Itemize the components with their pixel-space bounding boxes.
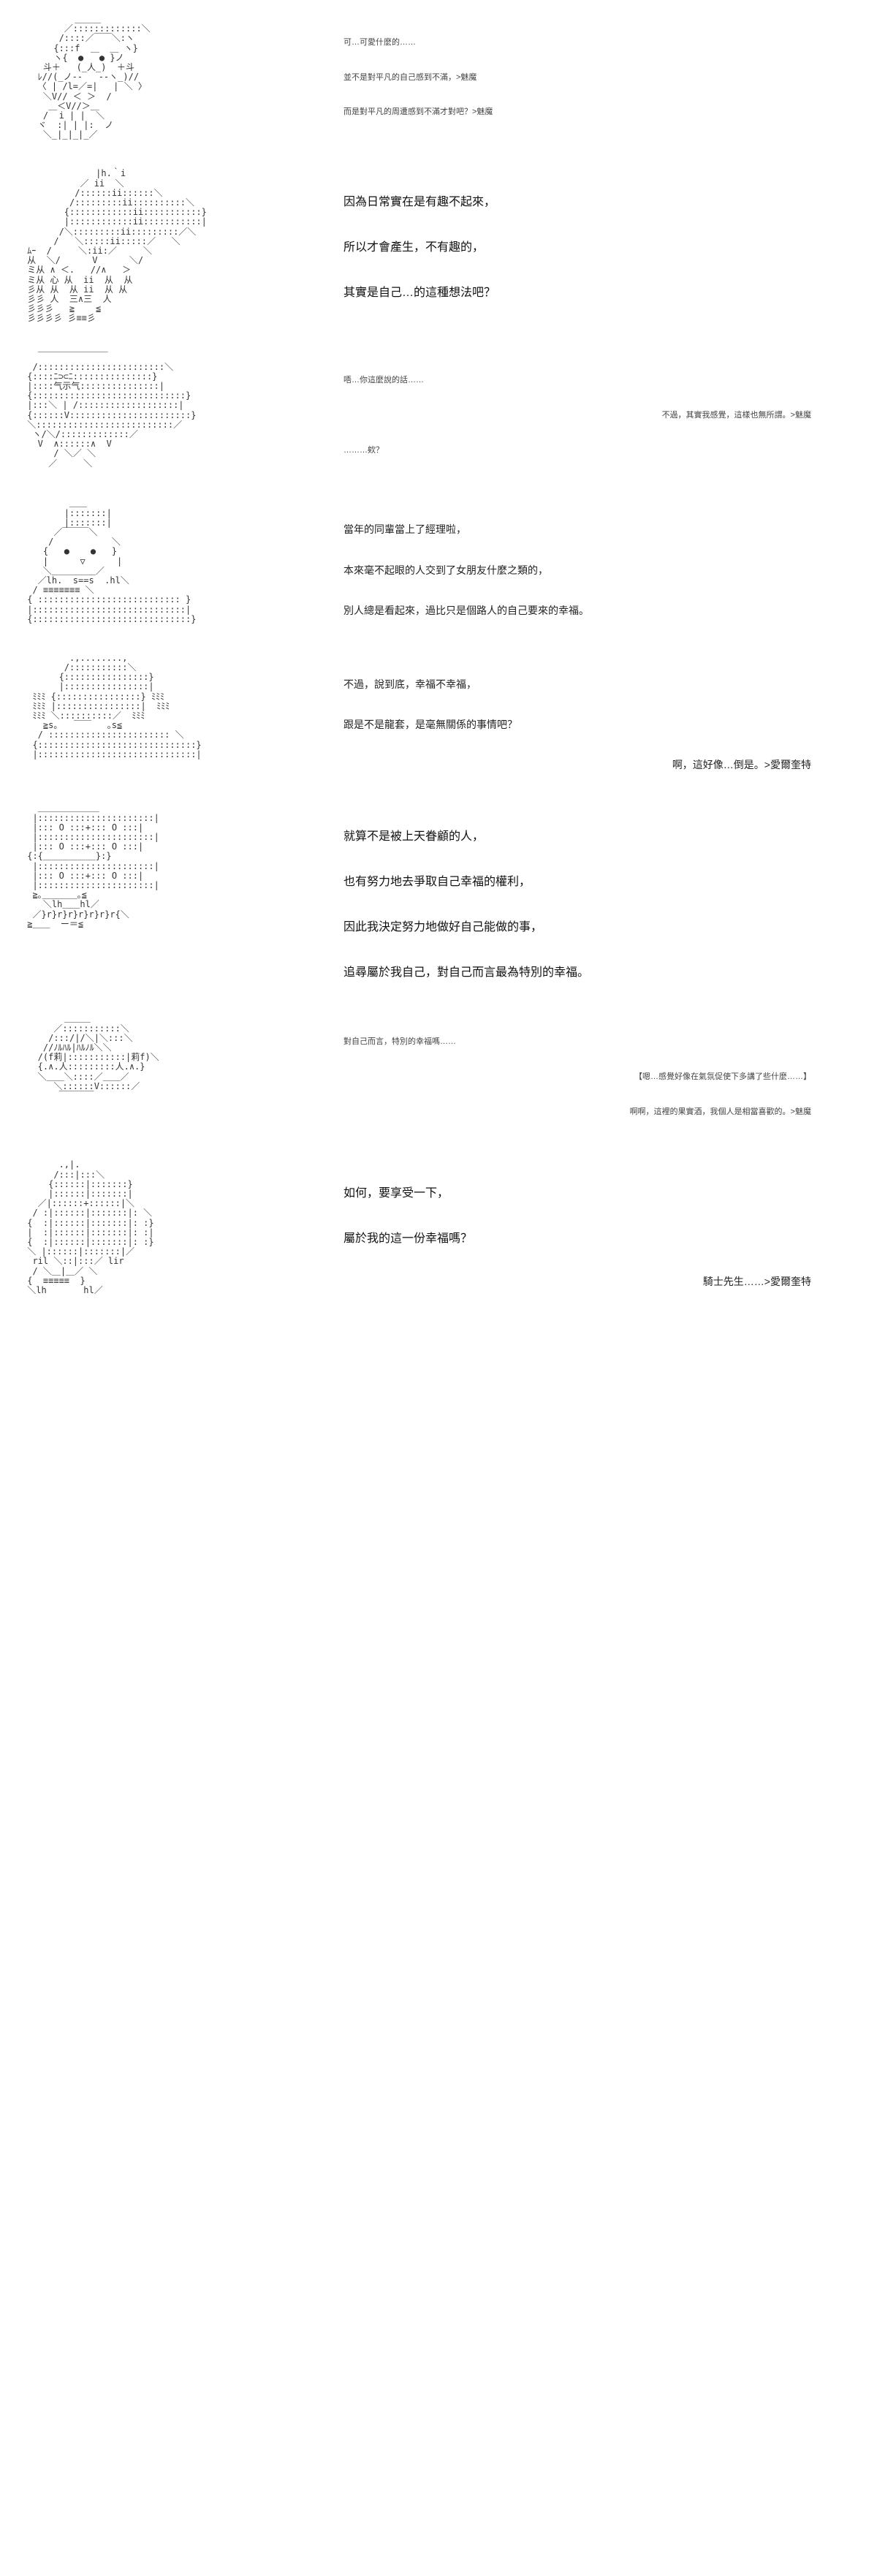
comic-panel-3: ＿＿ |:::::::| |:::::::| ／￣￣￣＼ / ＼ { ● ● }… [0, 484, 877, 638]
dialogue-block-1: 因為日常實在是有趣不起來， 所以才會產生，不有趣的， 其實是自己…的這種想法吧？ [314, 169, 855, 305]
dialogue-line: 其實是自己…的這種想法吧？ [343, 281, 855, 305]
dialogue-block-2: 唔…你這麼說的話…… 不過，其實我感覺，這樣也無所謂。>魅魔 ………欸？ [314, 352, 855, 457]
ascii-art-1: |h.｀i ／ ii ＼ /::::::ii::::::＼ /:::::::::… [22, 169, 314, 323]
dialogue-line: 本來毫不起眼的人交到了女朋友什麼之類的， [343, 561, 855, 580]
ascii-art-7: .,|. /:::|:::＼ {::::::|:::::::} |::::::|… [22, 1160, 314, 1295]
comic-panel-4: .,........, /:::::::::::＼ {:::::::::::::… [0, 639, 877, 789]
dialogue-line: 因為日常實在是有趣不起來， [343, 191, 855, 214]
ascii-art-3: ＿＿ |:::::::| |:::::::| ／￣￣￣＼ / ＼ { ● ● }… [22, 499, 314, 624]
ascii-art-5: ＿＿＿＿＿＿＿ |::::::::::::::::::::::| |::: O … [22, 803, 314, 928]
dialogue-line: 啊，這好像…倒是。>愛爾奎特 [343, 756, 855, 774]
dialogue-line: 跟是不是龍套，是毫無關係的事情吧？ [343, 716, 855, 734]
dialogue-line: 可…可愛什麼的…… [343, 37, 855, 50]
dialogue-block-3: 當年的同輩當上了經理啦， 本來毫不起眼的人交到了女朋友什麼之類的， 別人總是看起來，… [314, 499, 855, 620]
dialogue-line: 唔…你這麼說的話…… [343, 374, 855, 387]
comic-panel-7: .,|. /:::|:::＼ {::::::|:::::::} |::::::|… [0, 1145, 877, 1310]
comic-panel-2: ￣￣￣￣￣￣￣￣ /::::::::::::::::::::::::＼ {:::… [0, 338, 877, 484]
dialogue-block-7: 如何，要享受一下， 屬於我的這一份幸福嗎？ 騎士先生……>愛爾奎特 [314, 1160, 855, 1291]
comic-panel-0: ＿＿＿ ／:::::::::::::＼ /::::／￣￣＼:ヽ {:::f ＿ … [0, 0, 877, 154]
dialogue-block-5: 就算不是被上天眷顧的人， 也有努力地去爭取自己幸福的權利， 因此我決定努力地做好自己… [314, 803, 855, 985]
ascii-art-4: .,........, /:::::::::::＼ {:::::::::::::… [22, 654, 314, 759]
comic-panel-1: |h.｀i ／ ii ＼ /::::::ii::::::＼ /:::::::::… [0, 154, 877, 338]
dialogue-line: 屬於我的這一份幸福嗎？ [343, 1227, 855, 1251]
dialogue-line: 別人總是看起來，過比只是個路人的自己要來的幸福。 [343, 602, 855, 620]
dialogue-line: 而是對平凡的周遭感到不滿才對吧？>魅魔 [343, 106, 855, 119]
dialogue-block-6: 對自己而言，特別的幸福嗎…… 【嗯…感覺好像在氣氛促使下多講了些什麼……】啊啊，這… [314, 1014, 855, 1118]
dialogue-line: 追尋屬於我自己，對自己而言最為特別的幸福。 [343, 961, 855, 985]
dialogue-line: ………欸？ [343, 444, 855, 458]
dialogue-line: 啊啊，這裡的果實酒，我個人是相當喜歡的。>魅魔 [343, 1106, 855, 1119]
dialogue-line: 對自己而言，特別的幸福嗎…… [343, 1036, 855, 1049]
comic-panel-6: ＿＿＿ ／:::::::::::＼ /:::/|/＼|＼:::＼ //ﾉﾙﾊﾙ|… [0, 999, 877, 1145]
dialogue-block-0: 可…可愛什麼的…… 並不是對平凡的自己感到不滿，>魅魔而是對平凡的周遭感到不滿才對… [314, 15, 855, 119]
dialogue-line: 【嗯…感覺好像在氣氛促使下多講了些什麼……】 [343, 1071, 855, 1084]
dialogue-block-4: 不過，說到底，幸福不幸福， 跟是不是龍套，是毫無關係的事情吧？ 啊，這好像…倒是。>… [314, 654, 855, 775]
dialogue-line: 也有努力地去爭取自己幸福的權利， [343, 871, 855, 894]
ascii-art-2: ￣￣￣￣￣￣￣￣ /::::::::::::::::::::::::＼ {:::… [22, 352, 314, 468]
dialogue-line: 當年的同輩當上了經理啦， [343, 520, 855, 539]
dialogue-line: 騎士先生……>愛爾奎特 [343, 1273, 855, 1291]
comic-panel-5: ＿＿＿＿＿＿＿ |::::::::::::::::::::::| |::: O … [0, 789, 877, 999]
dialogue-line: 就算不是被上天眷顧的人， [343, 825, 855, 849]
ascii-art-0: ＿＿＿ ／:::::::::::::＼ /::::／￣￣＼:ヽ {:::f ＿ … [22, 15, 314, 140]
dialogue-line: 不過，其實我感覺，這樣也無所謂。>魅魔 [343, 409, 855, 423]
dialogue-line: 不過，說到底，幸福不幸福， [343, 675, 855, 694]
dialogue-line: 並不是對平凡的自己感到不滿，>魅魔 [343, 72, 855, 85]
ascii-art-6: ＿＿＿ ／:::::::::::＼ /:::/|/＼|＼:::＼ //ﾉﾙﾊﾙ|… [22, 1014, 314, 1101]
dialogue-line: 因此我決定努力地做好自己能做的事， [343, 916, 855, 939]
dialogue-line: 如何，要享受一下， [343, 1182, 855, 1205]
dialogue-line: 所以才會產生，不有趣的， [343, 236, 855, 260]
